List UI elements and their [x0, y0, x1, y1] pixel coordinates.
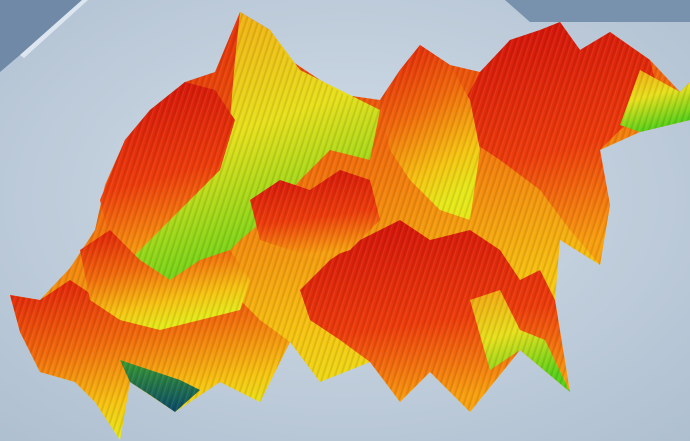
terrain [10, 12, 690, 440]
frame-edge-left [20, 0, 88, 58]
terrain-texture [10, 12, 690, 440]
frame-corner-left [0, 0, 82, 72]
frame-corner-right [505, 0, 690, 22]
